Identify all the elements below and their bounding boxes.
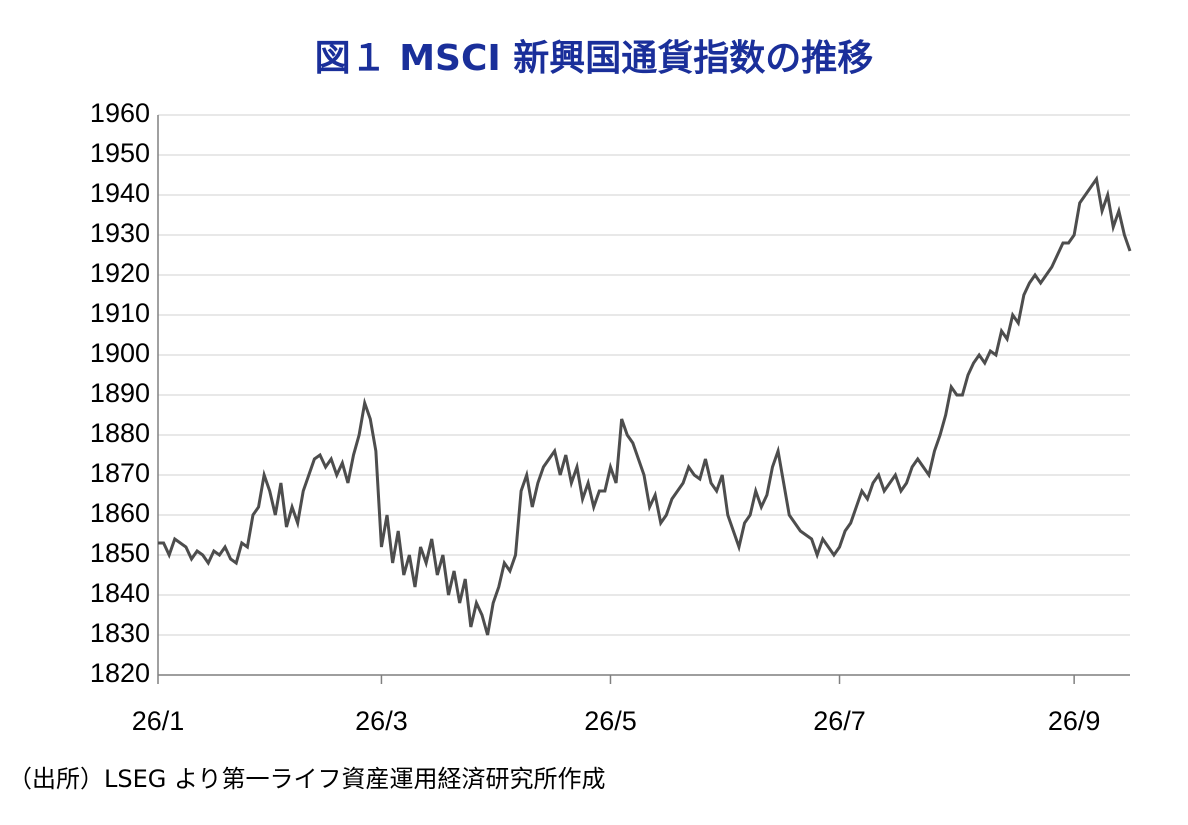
chart-title: 図１ MSCI 新興国通貨指数の推移 xyxy=(315,38,874,79)
y-tick-label: 1940 xyxy=(90,178,150,208)
y-tick-label: 1820 xyxy=(90,658,150,688)
x-tick-label: 26/3 xyxy=(355,706,408,736)
y-tick-label: 1950 xyxy=(90,138,150,168)
y-tick-label: 1960 xyxy=(90,98,150,128)
y-tick-label: 1830 xyxy=(90,618,150,648)
y-tick-label: 1890 xyxy=(90,378,150,408)
y-tick-label: 1850 xyxy=(90,538,150,568)
x-tick-label: 26/5 xyxy=(584,706,637,736)
source-note: （出所）LSEG より第一ライフ資産運用経済研究所作成 xyxy=(8,765,606,793)
y-tick-label: 1840 xyxy=(90,578,150,608)
x-tick-label: 26/1 xyxy=(132,706,185,736)
x-tick-label: 26/7 xyxy=(813,706,866,736)
y-tick-label: 1880 xyxy=(90,418,150,448)
y-tick-label: 1920 xyxy=(90,258,150,288)
x-tick-label: 26/9 xyxy=(1048,706,1101,736)
y-tick-label: 1910 xyxy=(90,298,150,328)
y-tick-label: 1870 xyxy=(90,458,150,488)
y-tick-label: 1930 xyxy=(90,218,150,248)
data-line xyxy=(158,175,1132,636)
y-tick-label: 1900 xyxy=(90,338,150,368)
y-tick-label: 1860 xyxy=(90,498,150,528)
